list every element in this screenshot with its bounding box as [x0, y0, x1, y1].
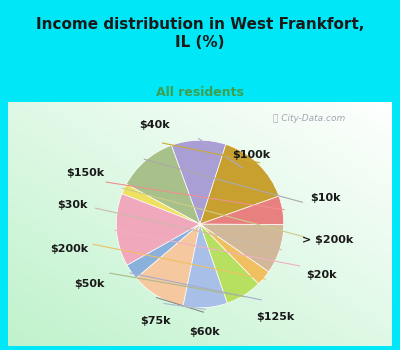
Text: $200k: $200k — [50, 244, 89, 254]
Text: $75k: $75k — [141, 316, 171, 326]
Text: $40k: $40k — [139, 120, 170, 130]
Text: > $200k: > $200k — [302, 235, 354, 245]
Text: All residents: All residents — [156, 86, 244, 99]
Wedge shape — [122, 184, 200, 224]
Wedge shape — [136, 224, 200, 306]
Text: $10k: $10k — [310, 193, 340, 203]
Wedge shape — [126, 145, 200, 224]
Wedge shape — [200, 144, 279, 224]
Wedge shape — [127, 224, 200, 278]
Wedge shape — [200, 196, 284, 225]
Text: Income distribution in West Frankfort,
IL (%): Income distribution in West Frankfort, I… — [36, 18, 364, 50]
Text: ⓘ City-Data.com: ⓘ City-Data.com — [273, 114, 346, 123]
Text: $100k: $100k — [232, 150, 270, 160]
Wedge shape — [171, 140, 226, 224]
Text: $60k: $60k — [189, 327, 220, 337]
Wedge shape — [183, 224, 227, 308]
Text: $20k: $20k — [306, 270, 337, 280]
Wedge shape — [200, 224, 284, 272]
Wedge shape — [200, 224, 259, 303]
Text: $125k: $125k — [256, 312, 294, 322]
Wedge shape — [200, 224, 269, 284]
Text: $30k: $30k — [57, 199, 87, 210]
Text: $150k: $150k — [66, 168, 104, 178]
Text: $50k: $50k — [75, 279, 105, 289]
Wedge shape — [116, 194, 200, 265]
